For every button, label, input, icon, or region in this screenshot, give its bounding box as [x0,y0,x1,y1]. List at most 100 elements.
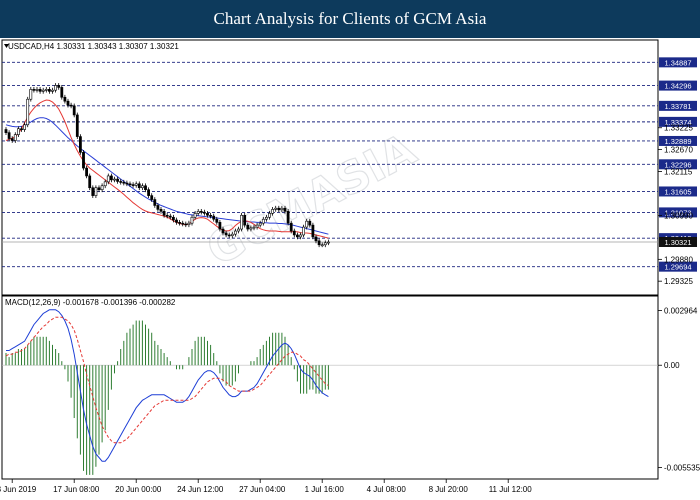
candle-body [156,205,160,210]
candle-body [144,185,147,191]
candle-body [137,183,141,189]
time-tick-label: 8 Jul 20:00 [429,485,469,494]
candle-body [311,224,315,238]
candle-body [63,96,67,102]
time-tick-label: 11 Jul 12:00 [489,485,533,494]
candle-body [147,189,151,196]
candle-body [100,185,104,191]
candle-body [305,220,309,228]
level-label-box [659,80,697,91]
price-axis: 1.33225 1.32670 1.32115 1.30990 1.29880 1.293… [658,124,700,472]
candle-body [317,240,321,246]
candle-body [246,224,250,230]
candle-body [280,207,284,211]
candle-body [10,138,14,141]
candle-body [249,227,253,230]
last-price-box [659,236,697,247]
time-tick-label: 17 Jun 08:00 [53,485,100,494]
candle-body [258,222,262,226]
level-label: 1.31073 [664,208,691,217]
candle-body [277,207,281,211]
candle-body [193,213,197,218]
candle-body [314,236,318,242]
candle-body [240,214,244,230]
candle-body [32,89,36,91]
macd-tick-label: 0.002964 [664,307,698,316]
candle-body [224,232,228,236]
level-label: 1.32889 [664,137,691,146]
candle-body [215,218,219,223]
key-levels-group: 1.34887 1.34296 1.33781 1.33374 1.32889 1.322… [2,57,697,272]
level-label: 1.31605 [664,187,691,196]
candle-body [172,216,175,221]
candle-body [23,124,27,130]
last-price-label: 1.30321 [664,238,691,247]
candle-body [206,213,209,216]
candle-body [29,89,33,100]
candle-body [302,226,306,236]
time-tick-label: 27 Jun 04:00 [239,485,286,494]
candle-body [308,220,312,226]
candle-body [106,175,110,183]
level-label: 1.34887 [664,58,691,67]
level-label-box [659,100,697,111]
level-label-box [659,116,697,127]
candle-body [131,184,135,186]
macd-header: MACD(12,26,9) -0.001678 -0.001396 -0.000… [5,298,176,307]
candle-body [35,89,39,91]
price-tick-label: 1.32115 [664,167,693,176]
candle-body [243,214,247,226]
candle-body [286,211,290,224]
candle-body [66,100,70,106]
candle-body [103,181,107,187]
candle-body [51,89,54,92]
main-panel-frame [1,39,659,296]
candle-body [268,213,271,218]
candle-body [283,207,287,212]
candle-body [94,187,98,196]
time-tick-label: 20 Jun 00:00 [115,485,162,494]
candle-body [88,175,92,189]
candle-body [134,183,138,186]
candle-body [119,181,123,183]
candle-body [274,207,278,210]
candle-body [292,230,296,236]
candle-body [289,222,293,232]
candle-body [271,209,275,214]
level-label: 1.33781 [664,102,691,111]
candle-body [230,233,234,237]
candle-body [79,136,82,153]
candle-body [264,216,268,220]
candle-body [41,89,45,92]
time-tick-label: 13 Jun 2019 [0,485,37,494]
candle-body [4,129,8,133]
candle-body [122,181,126,184]
candle-body [125,182,129,185]
price-tick-label: 1.32670 [664,146,693,155]
banner-title: Chart Analysis for Clients of GCM Asia [213,9,487,28]
level-label: 1.33374 [664,118,691,127]
level-label-box [659,207,697,218]
macd-tick-label: -0.005535 [664,463,700,472]
candle-body [60,87,64,98]
candle-body [85,167,89,177]
price-tick-label: 1.29880 [664,255,693,264]
candle-body [116,178,120,182]
candle-body [190,216,194,224]
macd-tick-label: 0.00 [664,361,680,370]
dropdown-triangle-icon[interactable] [4,44,9,48]
level-label: 1.32296 [664,160,691,169]
level-label: 1.34296 [664,82,691,91]
candle-body [299,234,302,238]
candle-body [91,187,95,196]
candle-body [69,104,73,107]
signal-line [5,316,329,444]
time-axis: 13 Jun 2019 17 Jun 08:00 20 Jun 00:00 24 Ju… [0,479,532,494]
price-tick-label: 1.29325 [664,277,693,286]
slow-ma-line [5,117,329,235]
level-label-box [659,261,697,272]
candle-body [113,178,116,181]
price-tick-label: 1.30990 [664,212,693,221]
candle-body [20,128,23,131]
